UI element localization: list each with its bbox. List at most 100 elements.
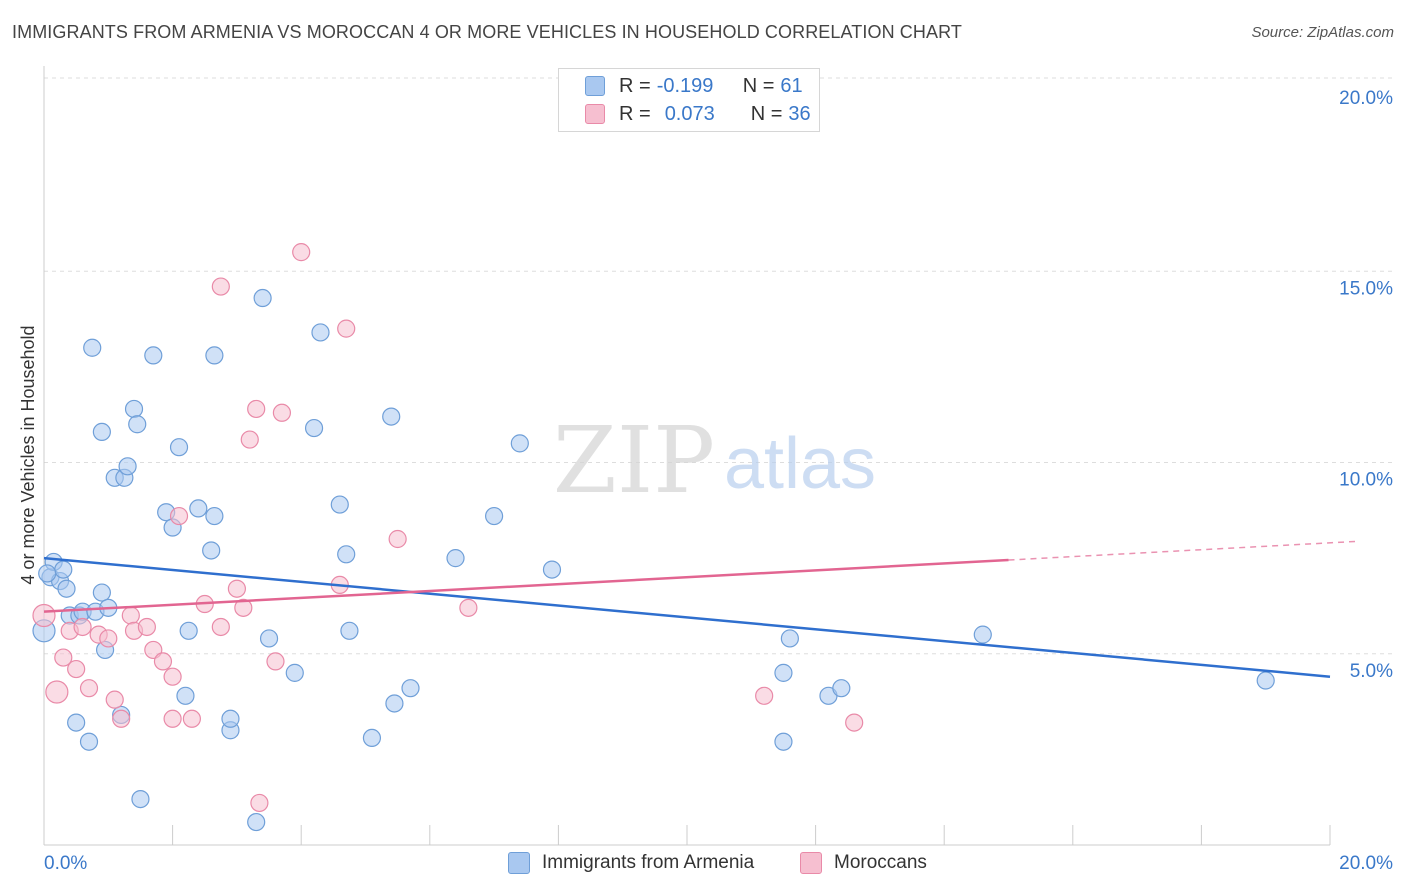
armenia-point	[144, 346, 163, 365]
armenia-point	[510, 434, 529, 453]
moroccans-point	[54, 648, 73, 667]
moroccans-point	[755, 686, 774, 705]
armenia-point	[128, 415, 147, 434]
moroccans-point	[79, 679, 99, 698]
moroccans-point	[266, 652, 285, 671]
moroccans-point	[182, 709, 201, 728]
armenia-point	[780, 629, 799, 648]
armenia-legend-swatch	[508, 852, 530, 874]
armenia-point	[179, 621, 198, 640]
armenia-point	[79, 732, 99, 751]
moroccans-point	[99, 629, 118, 648]
moroccans-point	[169, 506, 189, 526]
y-axis-label: 4 or more Vehicles in Household	[18, 325, 38, 584]
moroccans-point	[388, 529, 407, 549]
armenia-point	[169, 438, 189, 457]
moroccans-point	[32, 603, 56, 628]
moroccans-point	[67, 659, 86, 679]
armenia-point	[247, 812, 266, 832]
moroccans-point	[121, 606, 140, 625]
moroccans-legend-swatch	[800, 852, 822, 874]
armenia-point	[330, 495, 349, 514]
armenia-point	[92, 583, 111, 602]
armenia-point	[176, 686, 195, 705]
armenia-point	[340, 621, 359, 640]
moroccans-point	[45, 680, 69, 704]
legend-r-label: R =	[619, 74, 651, 97]
armenia-point	[38, 564, 57, 583]
legend-n-label: N =	[742, 74, 775, 97]
watermark-atlas: atlas	[724, 424, 876, 504]
armenia-point	[118, 457, 137, 476]
moroccans-point	[247, 399, 266, 419]
armenia-point	[131, 789, 150, 809]
moroccans-point	[163, 709, 182, 728]
armenia-point	[83, 338, 102, 357]
armenia-swatch	[585, 76, 605, 96]
axes	[43, 66, 1331, 846]
legend: R = -0.199 N = 61 R = 0.073 N = 36	[558, 68, 820, 132]
watermark-zip: ZIP	[553, 407, 715, 514]
legend-n-value-moroccans: 36	[788, 102, 811, 125]
moroccans-point	[105, 690, 124, 709]
armenia-point	[189, 499, 208, 518]
armenia-point	[205, 346, 224, 365]
moroccans-trend-line	[43, 558, 1009, 613]
moroccans-point	[153, 652, 173, 671]
armenia-point	[54, 560, 73, 579]
series-moroccans-points	[32, 243, 864, 813]
armenia-point	[774, 732, 793, 751]
armenia-point	[202, 541, 221, 560]
armenia-point	[542, 560, 562, 579]
moroccans-point	[112, 709, 131, 728]
moroccans-point	[845, 713, 864, 732]
moroccans-point	[163, 667, 182, 686]
x-tick-label: 20.0%	[1339, 853, 1393, 874]
moroccans-trend-extension	[1008, 540, 1356, 561]
moroccans-point	[211, 277, 230, 296]
y-tick-label: 15.0%	[1339, 278, 1393, 299]
moroccans-swatch	[585, 104, 605, 124]
armenia-point	[259, 629, 279, 648]
tick-labels: 5.0% 10.0% 15.0% 20.0% 0.0% 20.0%	[44, 88, 1393, 874]
armenia-point	[67, 713, 86, 732]
armenia-point	[285, 663, 304, 682]
y-tick-label: 10.0%	[1339, 470, 1393, 491]
armenia-trend-line	[43, 556, 1331, 678]
armenia-point	[57, 579, 76, 598]
legend-row-armenia: R = -0.199 N = 61	[585, 73, 803, 99]
armenia-point	[1256, 671, 1275, 690]
armenia-point	[205, 506, 224, 526]
moroccans-point	[73, 617, 92, 637]
armenia-point	[385, 694, 404, 713]
armenia-point	[124, 399, 144, 419]
moroccans-point	[250, 793, 269, 813]
armenia-point	[973, 625, 992, 644]
bottom-legend-moroccans: Moroccans	[800, 852, 927, 874]
legend-r-value-moroccans: 0.073	[664, 102, 715, 125]
series-armenia-points	[32, 288, 1275, 832]
armenia-point	[304, 418, 324, 438]
armenia-legend-label: Immigrants from Armenia	[542, 852, 755, 873]
legend-row-moroccans: R = 0.073 N = 36	[585, 101, 811, 127]
grid-lines	[44, 77, 1395, 655]
armenia-point	[362, 728, 382, 748]
source-label: Source: ZipAtlas.com	[1251, 24, 1394, 41]
moroccans-point	[337, 319, 356, 338]
moroccans-legend-label: Moroccans	[834, 852, 927, 873]
armenia-point	[221, 709, 240, 728]
y-tick-label: 20.0%	[1339, 88, 1393, 109]
legend-n-value-armenia: 61	[780, 74, 803, 97]
armenia-point	[485, 506, 504, 526]
moroccans-point	[137, 617, 156, 637]
chart-title: IMMIGRANTS FROM ARMENIA VS MOROCCAN 4 OR…	[12, 22, 962, 42]
legend-r-value-armenia: -0.199	[656, 74, 714, 97]
armenia-point	[774, 663, 793, 682]
armenia-point	[92, 422, 111, 441]
armenia-point	[832, 679, 851, 698]
armenia-point	[382, 407, 401, 426]
moroccans-point	[211, 617, 230, 637]
moroccans-point	[292, 243, 311, 262]
legend-n-label: N =	[750, 102, 783, 125]
